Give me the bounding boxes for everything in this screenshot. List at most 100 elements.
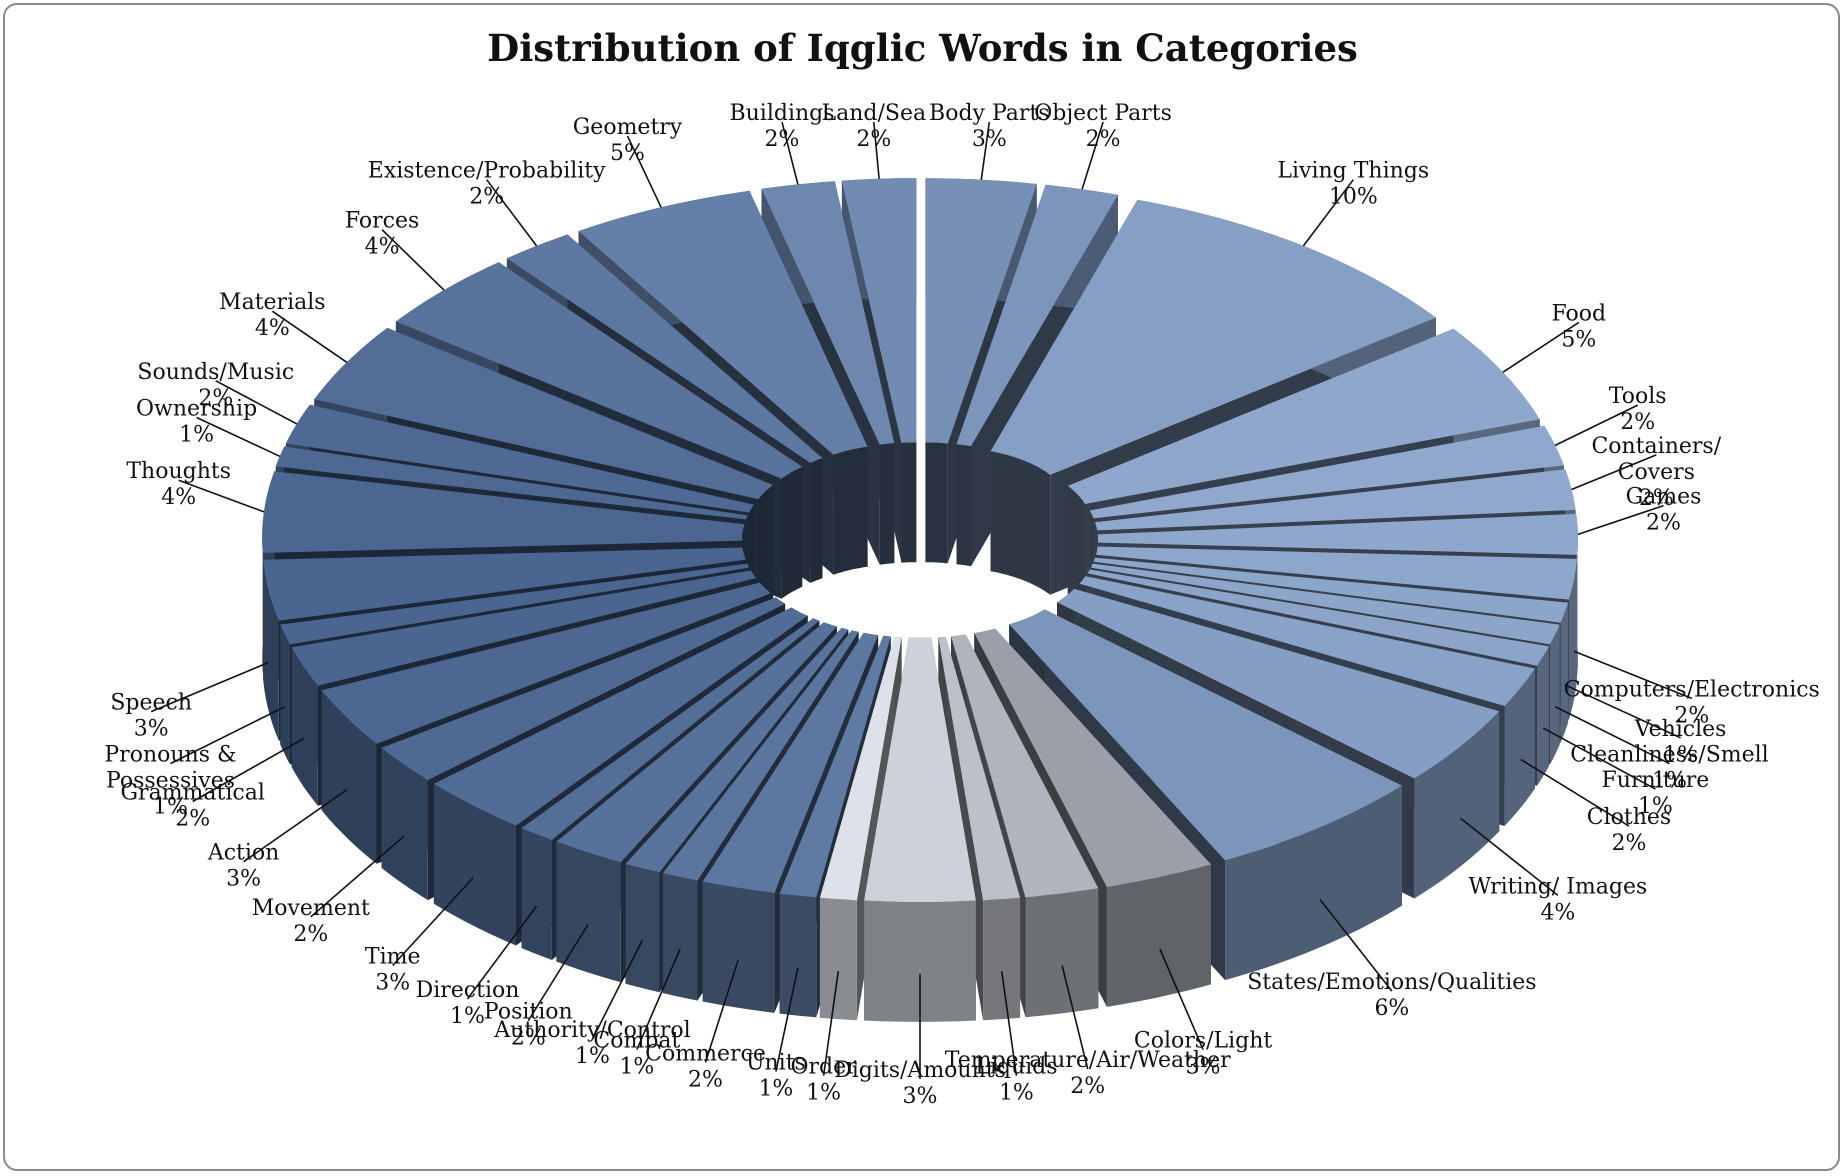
slice-label: Sounds/Music 2%: [137, 360, 294, 411]
slice-inner-wall: [810, 458, 823, 583]
slice-label: Liquids 1%: [975, 1055, 1057, 1106]
label-leader-line: [781, 121, 799, 185]
slice-top-face: [974, 628, 1211, 887]
label-leader-line: [1520, 758, 1630, 827]
label-leader-line: [1081, 121, 1104, 190]
slice-top-face: [702, 632, 879, 893]
slice-outer-wall: [521, 828, 552, 960]
slice-top-face: [1089, 425, 1564, 519]
slice-top-face: [521, 618, 820, 840]
slice-top-face: [1087, 569, 1549, 666]
slice-outer-wall: [1550, 624, 1560, 765]
label-leader-line: [1577, 504, 1664, 536]
slice-top-face: [990, 199, 1436, 475]
slice-label: Time 3%: [365, 945, 421, 996]
slice-label: Containers/Covers 2%: [1591, 434, 1721, 511]
slice-label: Thoughts 4%: [126, 459, 231, 510]
label-leader-line: [178, 479, 265, 513]
slice-label: Pronouns & Possessives 1%: [104, 743, 236, 820]
label-leader-line: [1564, 683, 1681, 739]
slice-outer-wall: [1568, 558, 1577, 720]
slice-label: Land/Sea 2%: [821, 101, 926, 152]
slice-outer-wall: [1025, 888, 1099, 1018]
slice-top-face: [262, 471, 745, 553]
slice-label: Authority/Control 1%: [493, 1018, 690, 1069]
slice-top-face: [1093, 557, 1569, 623]
slice-inner-wall: [956, 444, 971, 567]
slice-label: Movement 2%: [252, 896, 370, 947]
slice-inner-wall: [879, 443, 895, 565]
slice-outer-wall: [433, 783, 516, 946]
slice-outer-wall: [779, 893, 817, 1018]
slice-top-face: [1009, 609, 1402, 861]
slice-label: Writing/ Images 4%: [1469, 874, 1648, 925]
slice-label: Grammatical 2%: [120, 781, 264, 832]
slice-outer-wall: [321, 690, 377, 864]
slice-label: Cleanliness/Smell 1%: [1570, 743, 1768, 794]
label-leader-line: [704, 959, 739, 1063]
slice-inner-wall: [833, 446, 868, 575]
slice-top-face: [819, 636, 902, 901]
slice-outer-wall: [1560, 602, 1569, 743]
label-leader-line: [775, 967, 799, 1072]
slice-top-face: [1095, 546, 1577, 600]
label-leader-line: [1460, 817, 1559, 897]
label-leader-line: [192, 738, 304, 803]
label-leader-line: [271, 310, 348, 363]
slice-top-face: [314, 327, 774, 500]
label-leader-line: [1061, 965, 1089, 1070]
slice-top-face: [381, 597, 786, 781]
slice-inner-wall: [925, 442, 948, 564]
slice-top-face: [864, 637, 976, 902]
slice-label: Digits/Amounts 3%: [834, 1058, 1006, 1109]
slice-label: Units 1%: [746, 1051, 806, 1102]
slice-top-face: [578, 190, 868, 455]
label-leader-line: [486, 179, 538, 247]
slice-top-face: [956, 184, 1118, 447]
slice-top-face: [275, 446, 748, 520]
label-leader-line: [1302, 179, 1354, 247]
slice-top-face: [1079, 576, 1535, 706]
slice-outer-wall: [1106, 864, 1211, 1007]
slice-outer-wall: [1504, 668, 1535, 826]
label-leader-line: [1319, 898, 1393, 992]
slice-top-face: [321, 582, 771, 744]
label-leader-line: [636, 948, 681, 1050]
label-leader-line: [392, 877, 474, 967]
slice-label: Object Parts 2%: [1034, 101, 1172, 152]
slice-top-face: [1095, 469, 1576, 531]
slice-label: Direction 1%: [416, 978, 520, 1029]
slice-top-face: [779, 635, 891, 898]
slice-label: Forces 4%: [345, 209, 419, 260]
label-leader-line: [1542, 727, 1656, 790]
slice-label: Food 5%: [1551, 301, 1606, 352]
slice-outer-wall: [662, 873, 698, 1001]
slice-label: Computers/Electronics 2%: [1564, 677, 1820, 728]
label-leader-line: [215, 380, 298, 425]
slice-label: Vehicles 1%: [1634, 717, 1727, 768]
label-leader-line: [1000, 970, 1018, 1076]
slice-top-face: [938, 636, 1021, 901]
slice-outer-wall: [983, 897, 1021, 1021]
slice-top-face: [925, 178, 1037, 444]
label-leader-line: [1502, 321, 1580, 373]
label-leader-line: [150, 661, 269, 713]
label-leader-line: [626, 135, 662, 208]
slice-label: Colors/Light 3%: [1134, 1029, 1272, 1080]
slice-outer-wall: [280, 624, 290, 765]
label-leader-line: [873, 121, 880, 179]
slice-top-face: [433, 607, 808, 826]
slice-inner-wall: [901, 442, 917, 563]
slice-outer-wall: [1414, 711, 1500, 899]
slice-label: Action 3%: [207, 841, 280, 892]
slice-top-face: [395, 262, 803, 479]
label-leader-line: [527, 924, 589, 1022]
slice-top-face: [1097, 513, 1578, 555]
slice-label: Buildings 2%: [729, 101, 834, 152]
slice-label: Games 2%: [1626, 485, 1702, 536]
slice-outer-wall: [819, 897, 857, 1021]
label-leader-line: [980, 121, 991, 180]
slice-inner-wall: [990, 451, 1051, 595]
chart-title: Distribution of Iqglic Words in Categori…: [487, 26, 1358, 70]
